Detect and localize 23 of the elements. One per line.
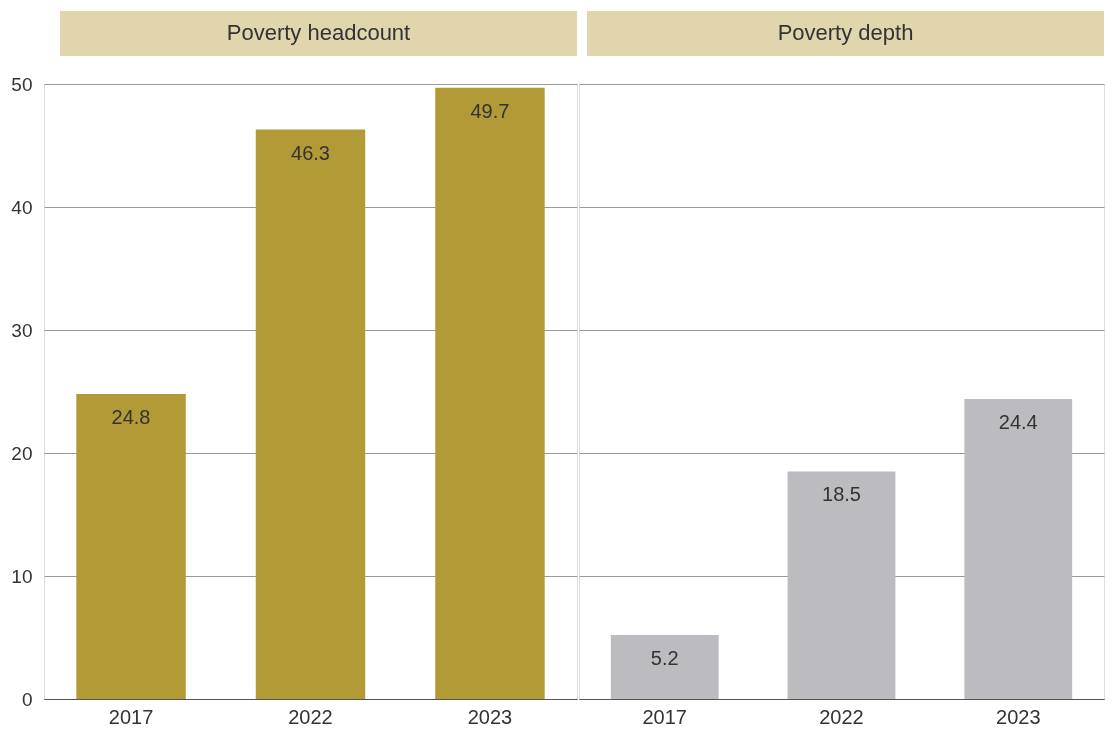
y-tick-label: 10 bbox=[11, 565, 33, 587]
y-tick-label: 0 bbox=[21, 688, 33, 710]
bar bbox=[255, 129, 366, 699]
data-label: 24.8 bbox=[111, 405, 151, 428]
x-tick-label: 2017 bbox=[642, 705, 687, 728]
chart-title: Poverty headcount bbox=[226, 20, 411, 45]
x-tick-label: 2023 bbox=[996, 705, 1041, 728]
data-label: 18.5 bbox=[822, 483, 861, 506]
x-tick-label: 2022 bbox=[288, 705, 333, 728]
chart-title: Poverty depth bbox=[777, 20, 914, 45]
bar bbox=[76, 393, 186, 699]
x-tick-label: 2023 bbox=[467, 705, 513, 728]
bar bbox=[435, 87, 545, 699]
y-tick-label: 50 bbox=[11, 73, 33, 95]
data-label: 24.4 bbox=[998, 410, 1038, 433]
data-label: 46.3 bbox=[291, 141, 330, 164]
x-tick-label: 2022 bbox=[819, 705, 864, 728]
x-tick-label: 2017 bbox=[108, 705, 154, 728]
y-tick-label: 20 bbox=[11, 442, 33, 464]
y-tick-label: 30 bbox=[11, 319, 33, 341]
data-label: 5.2 bbox=[650, 647, 679, 670]
y-tick-label: 40 bbox=[11, 196, 33, 218]
data-label: 49.7 bbox=[470, 99, 510, 122]
